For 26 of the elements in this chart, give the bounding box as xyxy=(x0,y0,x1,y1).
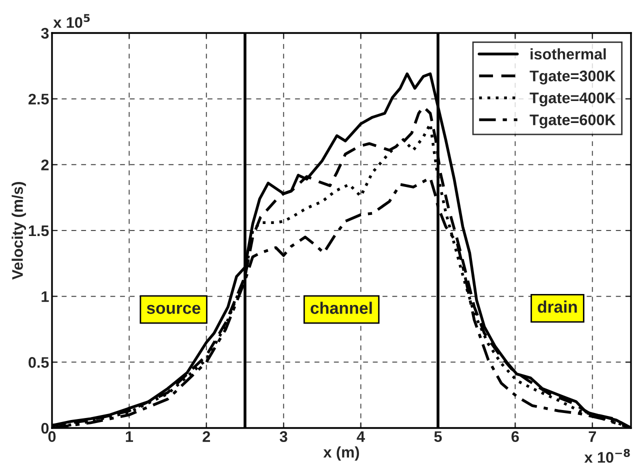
x-tick-label: 6 xyxy=(512,431,519,442)
y-tick-label: 0 xyxy=(41,422,49,434)
y-axis-title: Velocity (m/s) xyxy=(12,182,26,280)
x-tick-label: 5 xyxy=(434,431,442,442)
x-axis-title: x (m) xyxy=(323,446,359,461)
text: x 10$^{−8}$ xyxy=(584,448,630,463)
annotation: drain xyxy=(538,300,577,313)
x-tick-label: 2 xyxy=(202,431,210,442)
y-tick-label: 2.5 xyxy=(28,94,49,105)
y-tick-label: 3 xyxy=(41,28,49,39)
x-tick-label: 1 xyxy=(126,431,134,442)
legend-label: Tgate=600K xyxy=(530,114,616,128)
y-tick-label: 2 xyxy=(41,160,49,170)
legend-label: isothermal xyxy=(530,48,606,60)
legend-label: Tgate=400K xyxy=(530,92,616,106)
text: x 10$^{5}$ xyxy=(53,14,90,28)
y-tick-label: 1 xyxy=(42,291,49,302)
x-tick-label: 0 xyxy=(48,431,56,442)
x-tick-label: 4 xyxy=(356,431,365,442)
legend-label: Tgate=300K xyxy=(530,70,616,84)
annotation: channel xyxy=(310,302,372,314)
y-tick-label: 1.5 xyxy=(28,226,49,236)
y-tick-label: 0.5 xyxy=(28,357,49,368)
x-tick-label: 7 xyxy=(588,431,596,442)
x-tick-label: 3 xyxy=(280,431,288,442)
annotation: source xyxy=(146,304,200,314)
